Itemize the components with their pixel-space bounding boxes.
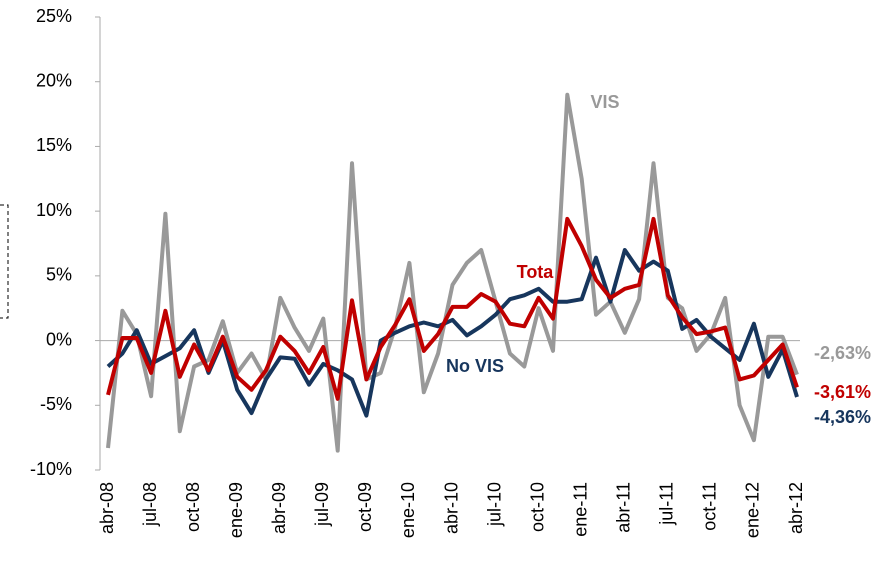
x-tick-label: abr-11 [614, 482, 634, 533]
series-name: Tota [517, 262, 555, 282]
series-line [106, 92, 799, 453]
series-line [106, 216, 799, 401]
x-tick-label: abr-09 [269, 482, 289, 534]
x-tick-label: oct-10 [527, 482, 547, 532]
x-tick-label: ene-12 [743, 482, 763, 538]
x-tick-label: ene-09 [226, 482, 246, 538]
y-tick-label: 20% [36, 70, 72, 90]
x-tick-label: abr-12 [786, 482, 806, 534]
y-tick-label: -10% [30, 459, 72, 479]
y-tick-label: 10% [36, 200, 72, 220]
x-tick-label: abr-08 [97, 482, 117, 534]
x-tick-label: jul-10 [484, 482, 504, 527]
y-tick-label: 25% [36, 6, 72, 26]
end-label: -2,63% [814, 343, 871, 363]
y-tick-label: 5% [46, 265, 72, 285]
x-tick-label: ene-10 [398, 482, 418, 538]
end-label: -4,36% [814, 407, 871, 427]
x-tick-label: oct-11 [700, 482, 720, 531]
y-tick-label: 15% [36, 135, 72, 155]
x-tick-label: oct-08 [183, 482, 203, 532]
x-tick-label: ene-11 [570, 482, 590, 537]
end-label: -3,61% [814, 382, 871, 402]
x-tick-label: oct-09 [355, 482, 375, 532]
x-tick-label: jul-11 [657, 482, 677, 526]
cropped-frame [0, 204, 9, 319]
x-tick-label: abr-10 [441, 482, 461, 534]
y-tick-label: -5% [40, 394, 72, 414]
y-tick-label: 0% [46, 329, 72, 349]
series-name: No VIS [446, 356, 504, 376]
x-tick-label: jul-09 [312, 482, 332, 527]
series-name: VIS [590, 92, 619, 112]
x-tick-label: jul-08 [140, 482, 160, 527]
